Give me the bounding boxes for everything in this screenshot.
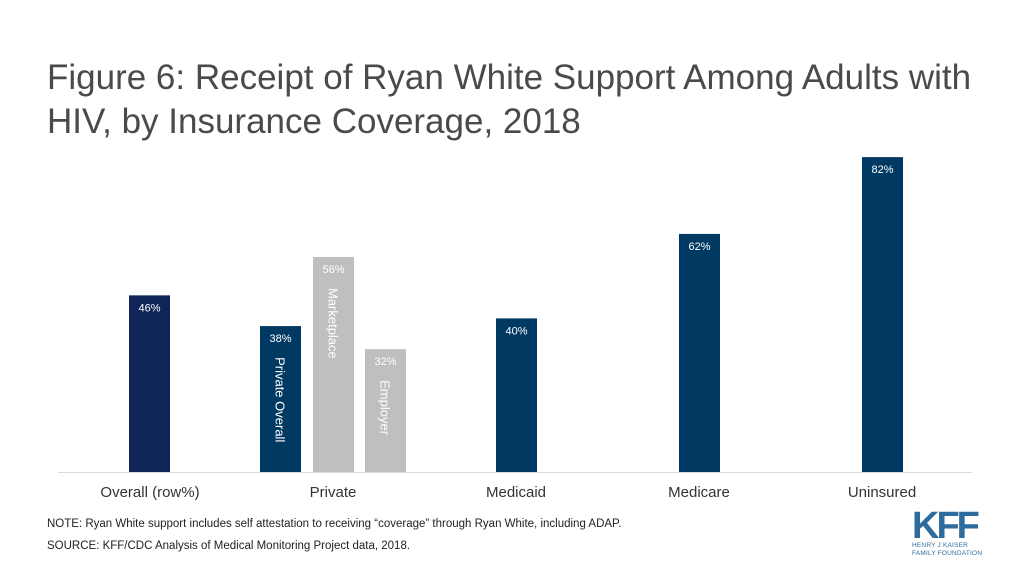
note-text: NOTE: Ryan White support includes self a… [47, 518, 622, 530]
inner-label-private-overall: Private Overall [273, 357, 288, 442]
data-label-private-overall: 38% [269, 333, 291, 345]
bar-chart: 46% 38% Private Overall 56% Marketplace 32% Em… [58, 157, 972, 501]
bar-private-overall [260, 326, 301, 472]
bar-uninsured [862, 157, 903, 472]
bar-overall [129, 295, 170, 472]
bar-medicaid [496, 318, 537, 472]
data-label-overall: 46% [138, 302, 160, 314]
logo-letter: F [956, 505, 980, 547]
logo-letter: K [912, 505, 940, 547]
inner-label-marketplace: Marketplace [326, 288, 341, 359]
category-label-private: Private [310, 484, 357, 501]
source-text: SOURCE: KFF/CDC Analysis of Medical Moni… [47, 540, 411, 552]
bar-employer [365, 349, 406, 472]
inner-label-employer: Employer [378, 380, 393, 436]
bar-marketplace [313, 256, 354, 472]
data-label-medicare: 62% [688, 241, 710, 253]
data-label-uninsured: 82% [871, 164, 893, 176]
bar-medicare [679, 233, 720, 472]
logo-line-2: FAMILY FOUNDATION [912, 550, 983, 557]
category-label-uninsured: Uninsured [848, 484, 916, 501]
category-label-medicare: Medicare [668, 484, 730, 501]
logo-letter: F [936, 505, 959, 547]
notes: NOTE: Ryan White support includes self a… [47, 513, 621, 557]
data-label-medicaid: 40% [505, 325, 527, 337]
chart-title: Figure 6: Receipt of Ryan White Support … [47, 58, 972, 141]
category-label-overall-row: Overall (row%) [100, 484, 199, 501]
data-label-employer: 32% [374, 356, 396, 368]
logo-line-1: HENRY J KAISER [912, 542, 969, 549]
category-label-medicaid: Medicaid [486, 484, 546, 501]
data-label-marketplace: 56% [322, 264, 344, 276]
